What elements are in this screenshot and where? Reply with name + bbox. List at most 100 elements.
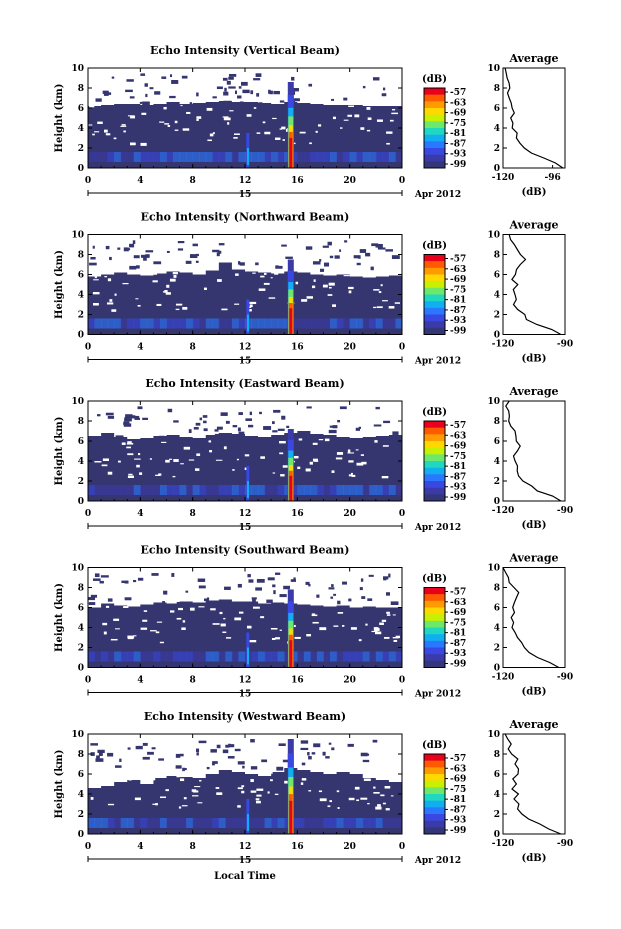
- surface-band: [271, 651, 279, 662]
- avg-x-tick-label: -96: [544, 173, 560, 183]
- echo-gap: [376, 119, 383, 122]
- colorbar-swatch: [424, 594, 445, 602]
- echo-gap: [260, 275, 265, 278]
- surface-band: [212, 818, 220, 828]
- x-tick-label: 4: [137, 176, 143, 186]
- echo-cell: [214, 433, 222, 438]
- surface-band: [290, 651, 298, 662]
- echo-cell: [367, 598, 373, 601]
- echo-cell: [88, 597, 96, 601]
- surface-band: [146, 318, 154, 329]
- echo-cell: [99, 580, 104, 584]
- echo-gap: [366, 106, 371, 110]
- surface-band: [173, 818, 181, 828]
- surface-band: [173, 152, 181, 162]
- echo-gap: [110, 638, 118, 641]
- echo-gap: [392, 637, 399, 639]
- plume-12h-core: [246, 314, 249, 332]
- x-tick-label: 0: [85, 176, 91, 186]
- y-tick-label: 6: [78, 604, 84, 614]
- echo-gap: [373, 627, 379, 630]
- colorbar-tick-label: -93: [450, 649, 466, 659]
- surface-band: [94, 651, 102, 662]
- surface-band: [173, 318, 181, 329]
- colorbar-swatch: [424, 614, 445, 622]
- echo-cell: [273, 590, 276, 595]
- surface-band: [218, 818, 226, 828]
- echo-cell: [234, 90, 238, 95]
- surface-band: [179, 651, 187, 662]
- surface-band: [264, 152, 272, 162]
- echo-gap: [120, 125, 127, 127]
- echo-cell: [368, 574, 374, 577]
- echo-gap: [306, 296, 313, 299]
- colorbar-swatch: [424, 254, 445, 262]
- echo-cell: [176, 601, 181, 606]
- echo-gap: [233, 137, 238, 139]
- colorbar-swatch: [424, 774, 445, 781]
- echo-cell: [151, 747, 156, 750]
- colorbar-swatch: [424, 800, 445, 808]
- avg-x-tick-label: -120: [492, 173, 515, 183]
- colorbar-tick-label: -75: [450, 119, 466, 129]
- echo-gap: [248, 306, 252, 308]
- echo-gap: [297, 466, 301, 470]
- echo-cell: [323, 262, 330, 267]
- echo-cell: [333, 593, 337, 596]
- echo-gap: [89, 105, 95, 108]
- echo-gap: [371, 630, 378, 633]
- y-tick-label: 6: [78, 437, 84, 447]
- echo-gap: [301, 299, 308, 302]
- echo-cell: [383, 576, 389, 580]
- echo-cell: [90, 743, 98, 746]
- echo-gap: [252, 272, 256, 274]
- echo-gap: [336, 790, 340, 793]
- echo-gap: [381, 475, 389, 479]
- echo-cell: [272, 430, 278, 433]
- surface-band: [166, 485, 174, 495]
- surface-band: [277, 318, 285, 329]
- echo-gap: [271, 637, 276, 641]
- colorbar-swatch: [424, 474, 445, 482]
- echo-gap: [337, 612, 344, 614]
- echo-gap: [225, 637, 232, 639]
- echo-gap: [360, 797, 368, 800]
- echo-gap: [267, 791, 270, 794]
- echo-cell: [137, 577, 144, 581]
- colorbar-swatch: [424, 101, 445, 109]
- echo-cell: [107, 598, 113, 602]
- echo-cell: [196, 752, 199, 756]
- echo-cell: [247, 574, 251, 578]
- surface-band: [251, 318, 259, 329]
- surface-band: [179, 318, 187, 329]
- surface-band: [388, 485, 396, 495]
- colorbar-tick-label: -93: [450, 483, 466, 493]
- echo-gap: [305, 468, 311, 472]
- echo-cell: [98, 752, 103, 756]
- colorbar-swatch: [424, 481, 445, 488]
- echo-gap: [169, 610, 175, 613]
- surface-band: [107, 818, 115, 828]
- colorbar-swatch: [424, 287, 445, 295]
- panel-title: Echo Intensity (Vertical Beam): [150, 44, 340, 57]
- colorbar-tick-label: -87: [450, 306, 466, 316]
- avg-profile-line: [502, 567, 560, 669]
- echo-gap: [270, 779, 273, 782]
- colorbar-swatch: [424, 314, 445, 322]
- colorbar-swatch: [424, 647, 445, 655]
- avg-y-tick-label: 2: [494, 810, 500, 820]
- echo-gap: [238, 611, 244, 614]
- echo-gap: [183, 446, 191, 450]
- surface-band: [375, 818, 383, 828]
- echo-cell: [281, 244, 287, 247]
- echo-cell: [202, 415, 208, 418]
- echo-gap: [182, 306, 188, 310]
- echo-cell: [127, 747, 131, 750]
- y-tick-label: 0: [78, 164, 84, 174]
- echo-gap: [180, 463, 184, 465]
- echo-cell: [135, 415, 140, 419]
- echo-gap: [173, 275, 177, 278]
- surface-band: [120, 485, 128, 495]
- colorbar-tick-label: -87: [450, 639, 466, 649]
- avg-y-tick-label: 8: [494, 750, 500, 760]
